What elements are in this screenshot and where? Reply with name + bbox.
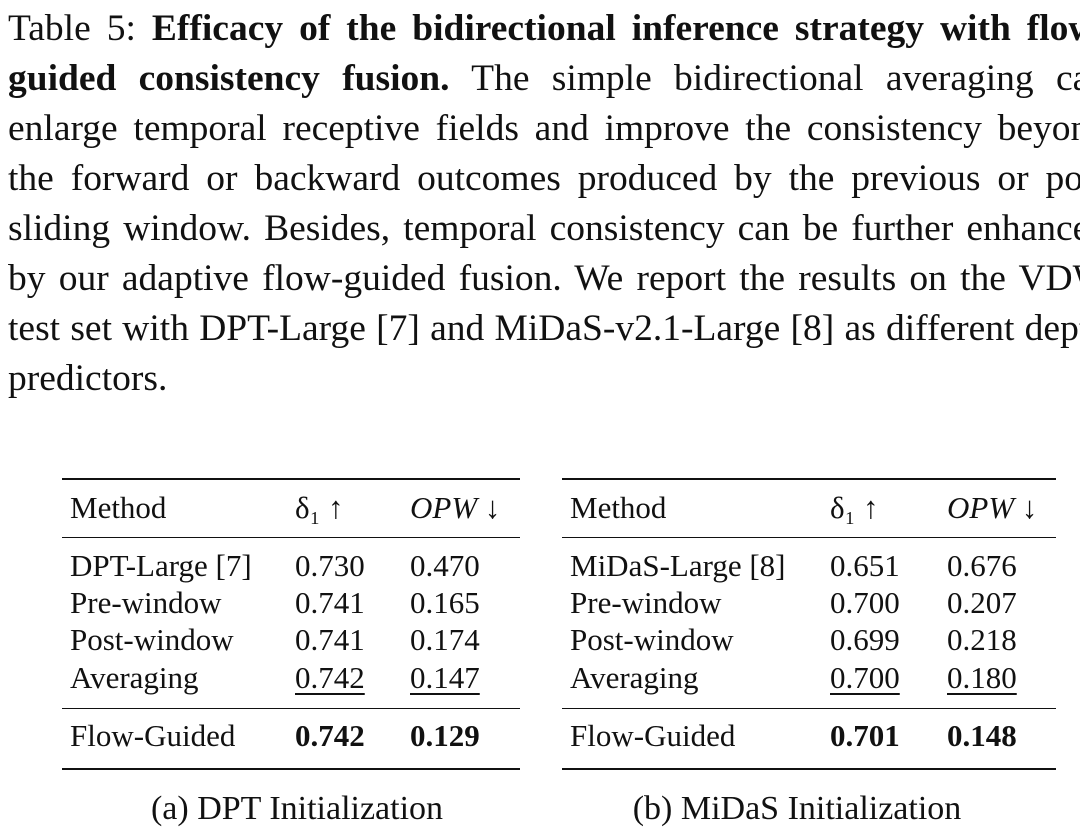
table-rule [62,708,520,709]
table-cell: Pre-window [70,585,222,620]
table-cell: 0.470 [410,548,480,583]
table-cell: 0.741 [295,585,365,620]
table-rule [62,768,520,770]
table-cell: OPW ↓ [947,490,1038,525]
table-cell: 0.742 [295,660,365,695]
table-cell: Averaging [70,660,199,695]
table-rule [562,478,1056,480]
table-rule [562,708,1056,709]
table-cell: DPT-Large [7] [70,548,252,583]
table-cell: 0.174 [410,622,480,657]
table-cell: Flow-Guided [570,718,736,753]
table-cell: 0.218 [947,622,1017,657]
table-cell: 0.651 [830,548,900,583]
table-cell: Post-window [570,622,734,657]
table-cell: OPW ↓ [410,490,501,525]
table-cell: Flow-Guided [70,718,236,753]
table-cell: 0.742 [295,718,365,753]
table-cell: 0.676 [947,548,1017,583]
caption-text: The simple bidirectional averaging can e… [8,58,1080,399]
subtable-caption: (b) MiDaS Initialization [632,790,962,827]
table-cell: MiDaS-Large [8] [570,548,786,583]
table-cell: 0.207 [947,585,1017,620]
table-cell: 0.730 [295,548,365,583]
table-cell: 0.129 [410,718,480,753]
table-cell: Pre-window [570,585,722,620]
table-cell: 0.741 [295,622,365,657]
caption-label: Table 5: [8,8,136,49]
table-cell: Averaging [570,660,699,695]
table-rule [62,478,520,480]
table-rule [562,537,1056,538]
caption-title: Efficacy of the bidirectional inference … [8,8,1080,99]
table-cell: δ₁ ↑ [295,490,344,525]
table-cell: 0.147 [410,660,480,695]
table-cell: Method [570,490,667,525]
table-rule [62,537,520,538]
table-cell: Post-window [70,622,234,657]
table-cell: 0.700 [830,585,900,620]
subtable-caption: (a) DPT Initialization [150,790,444,827]
table-cell: 0.700 [830,660,900,695]
table-cell: 0.701 [830,718,900,753]
table-caption: Table 5: Efficacy of the bidirectional i… [8,4,1080,404]
table-cell: 0.165 [410,585,480,620]
table-cell: 0.699 [830,622,900,657]
table-rule [562,768,1056,770]
table-cell: Method [70,490,167,525]
table-cell: 0.148 [947,718,1017,753]
table-cell: 0.180 [947,660,1017,695]
table-cell: δ₁ ↑ [830,490,879,525]
